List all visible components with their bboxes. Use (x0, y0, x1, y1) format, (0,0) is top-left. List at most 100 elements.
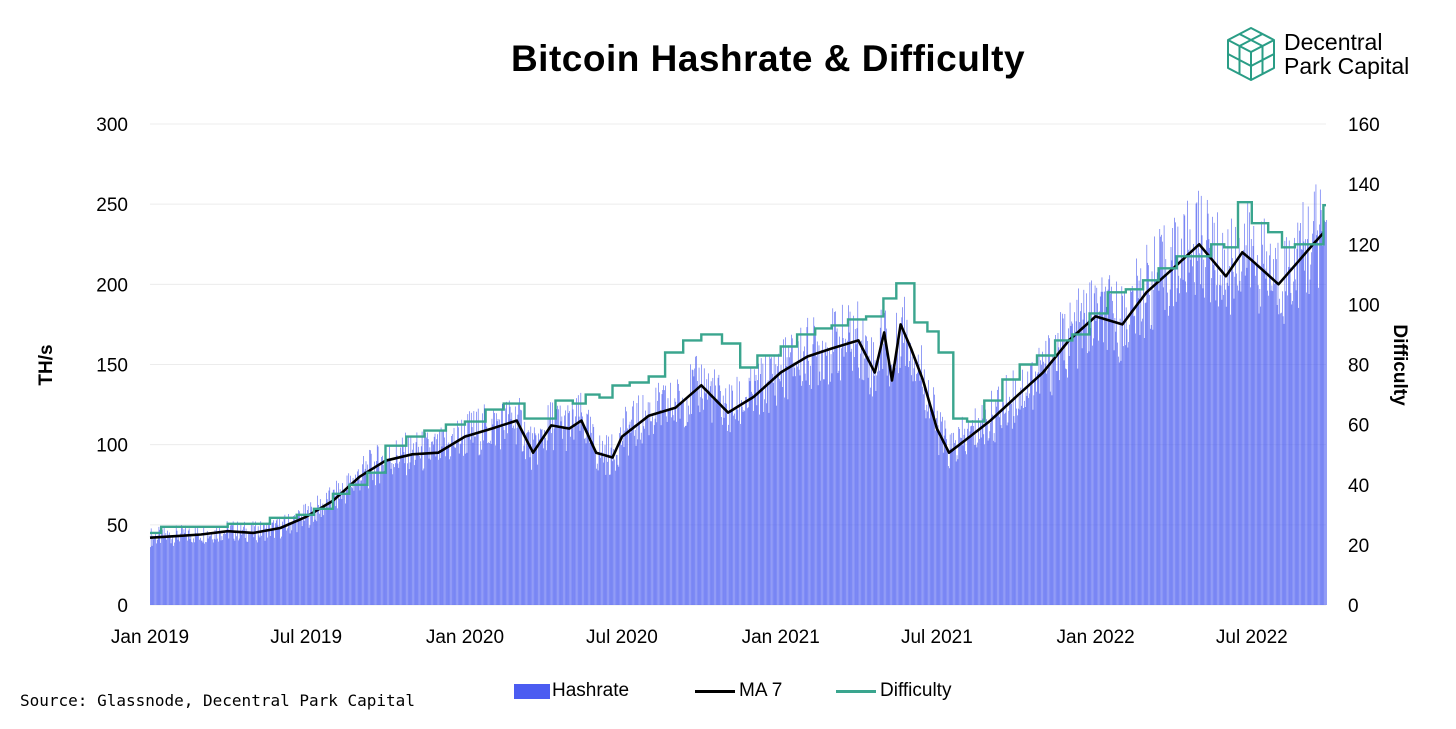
hashrate-bar (1107, 289, 1109, 605)
hashrate-bar (198, 534, 199, 605)
hashrate-bar (737, 409, 739, 605)
hashrate-bar (339, 489, 341, 605)
hashrate-bar (1112, 313, 1114, 605)
hashrate-bar (1172, 227, 1174, 606)
hashrate-bar (466, 452, 468, 605)
hashrate-bar (1137, 275, 1138, 605)
hashrate-bar (304, 520, 306, 605)
hashrate-bar (1301, 249, 1303, 605)
hashrate-bar (1168, 305, 1170, 605)
hashrate-bar (1268, 295, 1269, 605)
hashrate-bar (676, 421, 677, 605)
hashrate-bar (1161, 234, 1162, 605)
hashrate-bar (611, 434, 613, 605)
hashrate-bar (502, 426, 504, 605)
hashrate-bar (1206, 240, 1207, 605)
y-tick-label: 50 (107, 516, 128, 537)
hashrate-bar (610, 447, 612, 605)
hashrate-bar (878, 359, 879, 605)
hashrate-bar (1322, 245, 1324, 605)
hashrate-bar (1143, 289, 1144, 605)
hashrate-bar (402, 444, 404, 605)
hashrate-bar (784, 397, 785, 605)
hashrate-bar (977, 442, 979, 605)
hashrate-bar (968, 438, 970, 605)
hashrate-bar (1074, 331, 1076, 605)
hashrate-bar (590, 432, 592, 605)
hashrate-bar (820, 380, 821, 605)
y2-tick-label: 80 (1348, 356, 1369, 377)
hashrate-bar (314, 519, 316, 605)
hashrate-bar (746, 396, 747, 605)
hashrate-bar (212, 539, 213, 605)
legend-item-ma7: MA 7 (695, 680, 782, 702)
hashrate-bar (1246, 267, 1248, 605)
hashrate-bar (597, 470, 599, 605)
hashrate-bar (1200, 195, 1202, 605)
hashrate-bar (950, 448, 952, 605)
hashrate-bar (933, 387, 935, 605)
hashrate-bar (670, 382, 671, 605)
hashrate-bar (854, 329, 856, 605)
hashrate-bar (268, 522, 269, 605)
hashrate-bar (948, 466, 949, 605)
hashrate-bar (690, 413, 692, 605)
hashrate-bar (776, 405, 777, 605)
hashrate-bar (1002, 394, 1004, 605)
hashrate-bar (778, 353, 779, 605)
hashrate-bar (1206, 199, 1208, 605)
hashrate-bar (1140, 268, 1142, 605)
hashrate-bar (830, 354, 832, 605)
hashrate-bar (710, 381, 712, 605)
hashrate-bar (552, 450, 554, 605)
hashrate-bar (396, 455, 398, 605)
hashrate-bar (1063, 360, 1065, 605)
hashrate-bar (1316, 235, 1318, 606)
hashrate-bar (1105, 286, 1106, 605)
hashrate-bar (709, 386, 711, 605)
hashrate-bar (1255, 275, 1256, 605)
hashrate-bar (976, 447, 978, 605)
hashrate-bar (495, 445, 496, 605)
hashrate-bar (1132, 290, 1134, 605)
hashrate-bar (221, 536, 223, 605)
hashrate-bar (436, 439, 438, 605)
hashrate-bar (257, 526, 259, 605)
hashrate-bar (1162, 241, 1163, 605)
hashrate-bar (424, 435, 425, 605)
hashrate-bar (924, 410, 926, 605)
hashrate-bar (1118, 356, 1119, 605)
hashrate-bar (417, 454, 419, 605)
hashrate-bar (318, 504, 319, 605)
hashrate-bar (912, 381, 914, 605)
hashrate-bar (995, 401, 997, 605)
hashrate-bar (404, 463, 406, 605)
hashrate-bar (775, 364, 777, 605)
hashrate-bar (981, 404, 983, 605)
hashrate-bar (1114, 318, 1116, 605)
hashrate-bar (1234, 276, 1236, 605)
hashrate-bar (399, 461, 400, 605)
hashrate-bar (876, 375, 878, 605)
hashrate-bar (861, 379, 863, 605)
hashrate-bar (894, 369, 896, 605)
hashrate-bar (956, 455, 958, 605)
hashrate-bar (157, 535, 159, 605)
hashrate-bar (154, 537, 155, 605)
hashrate-bar (733, 415, 734, 605)
hashrate-bar (1235, 226, 1237, 605)
hashrate-bar (753, 410, 754, 605)
hashrate-bar (1030, 365, 1032, 605)
hashrate-bar (994, 442, 996, 605)
hashrate-bar (772, 382, 774, 605)
hashrate-bar (634, 435, 635, 605)
hashrate-bar (481, 449, 482, 605)
hashrate-bar (917, 354, 919, 605)
hashrate-bar (942, 416, 943, 605)
hashrate-bar (519, 397, 520, 605)
hashrate-bar (1056, 371, 1058, 605)
hashrate-bar (1215, 300, 1217, 605)
hashrate-bar (1050, 360, 1052, 605)
hashrate-bar (781, 371, 783, 605)
hashrate-bar (880, 309, 882, 605)
